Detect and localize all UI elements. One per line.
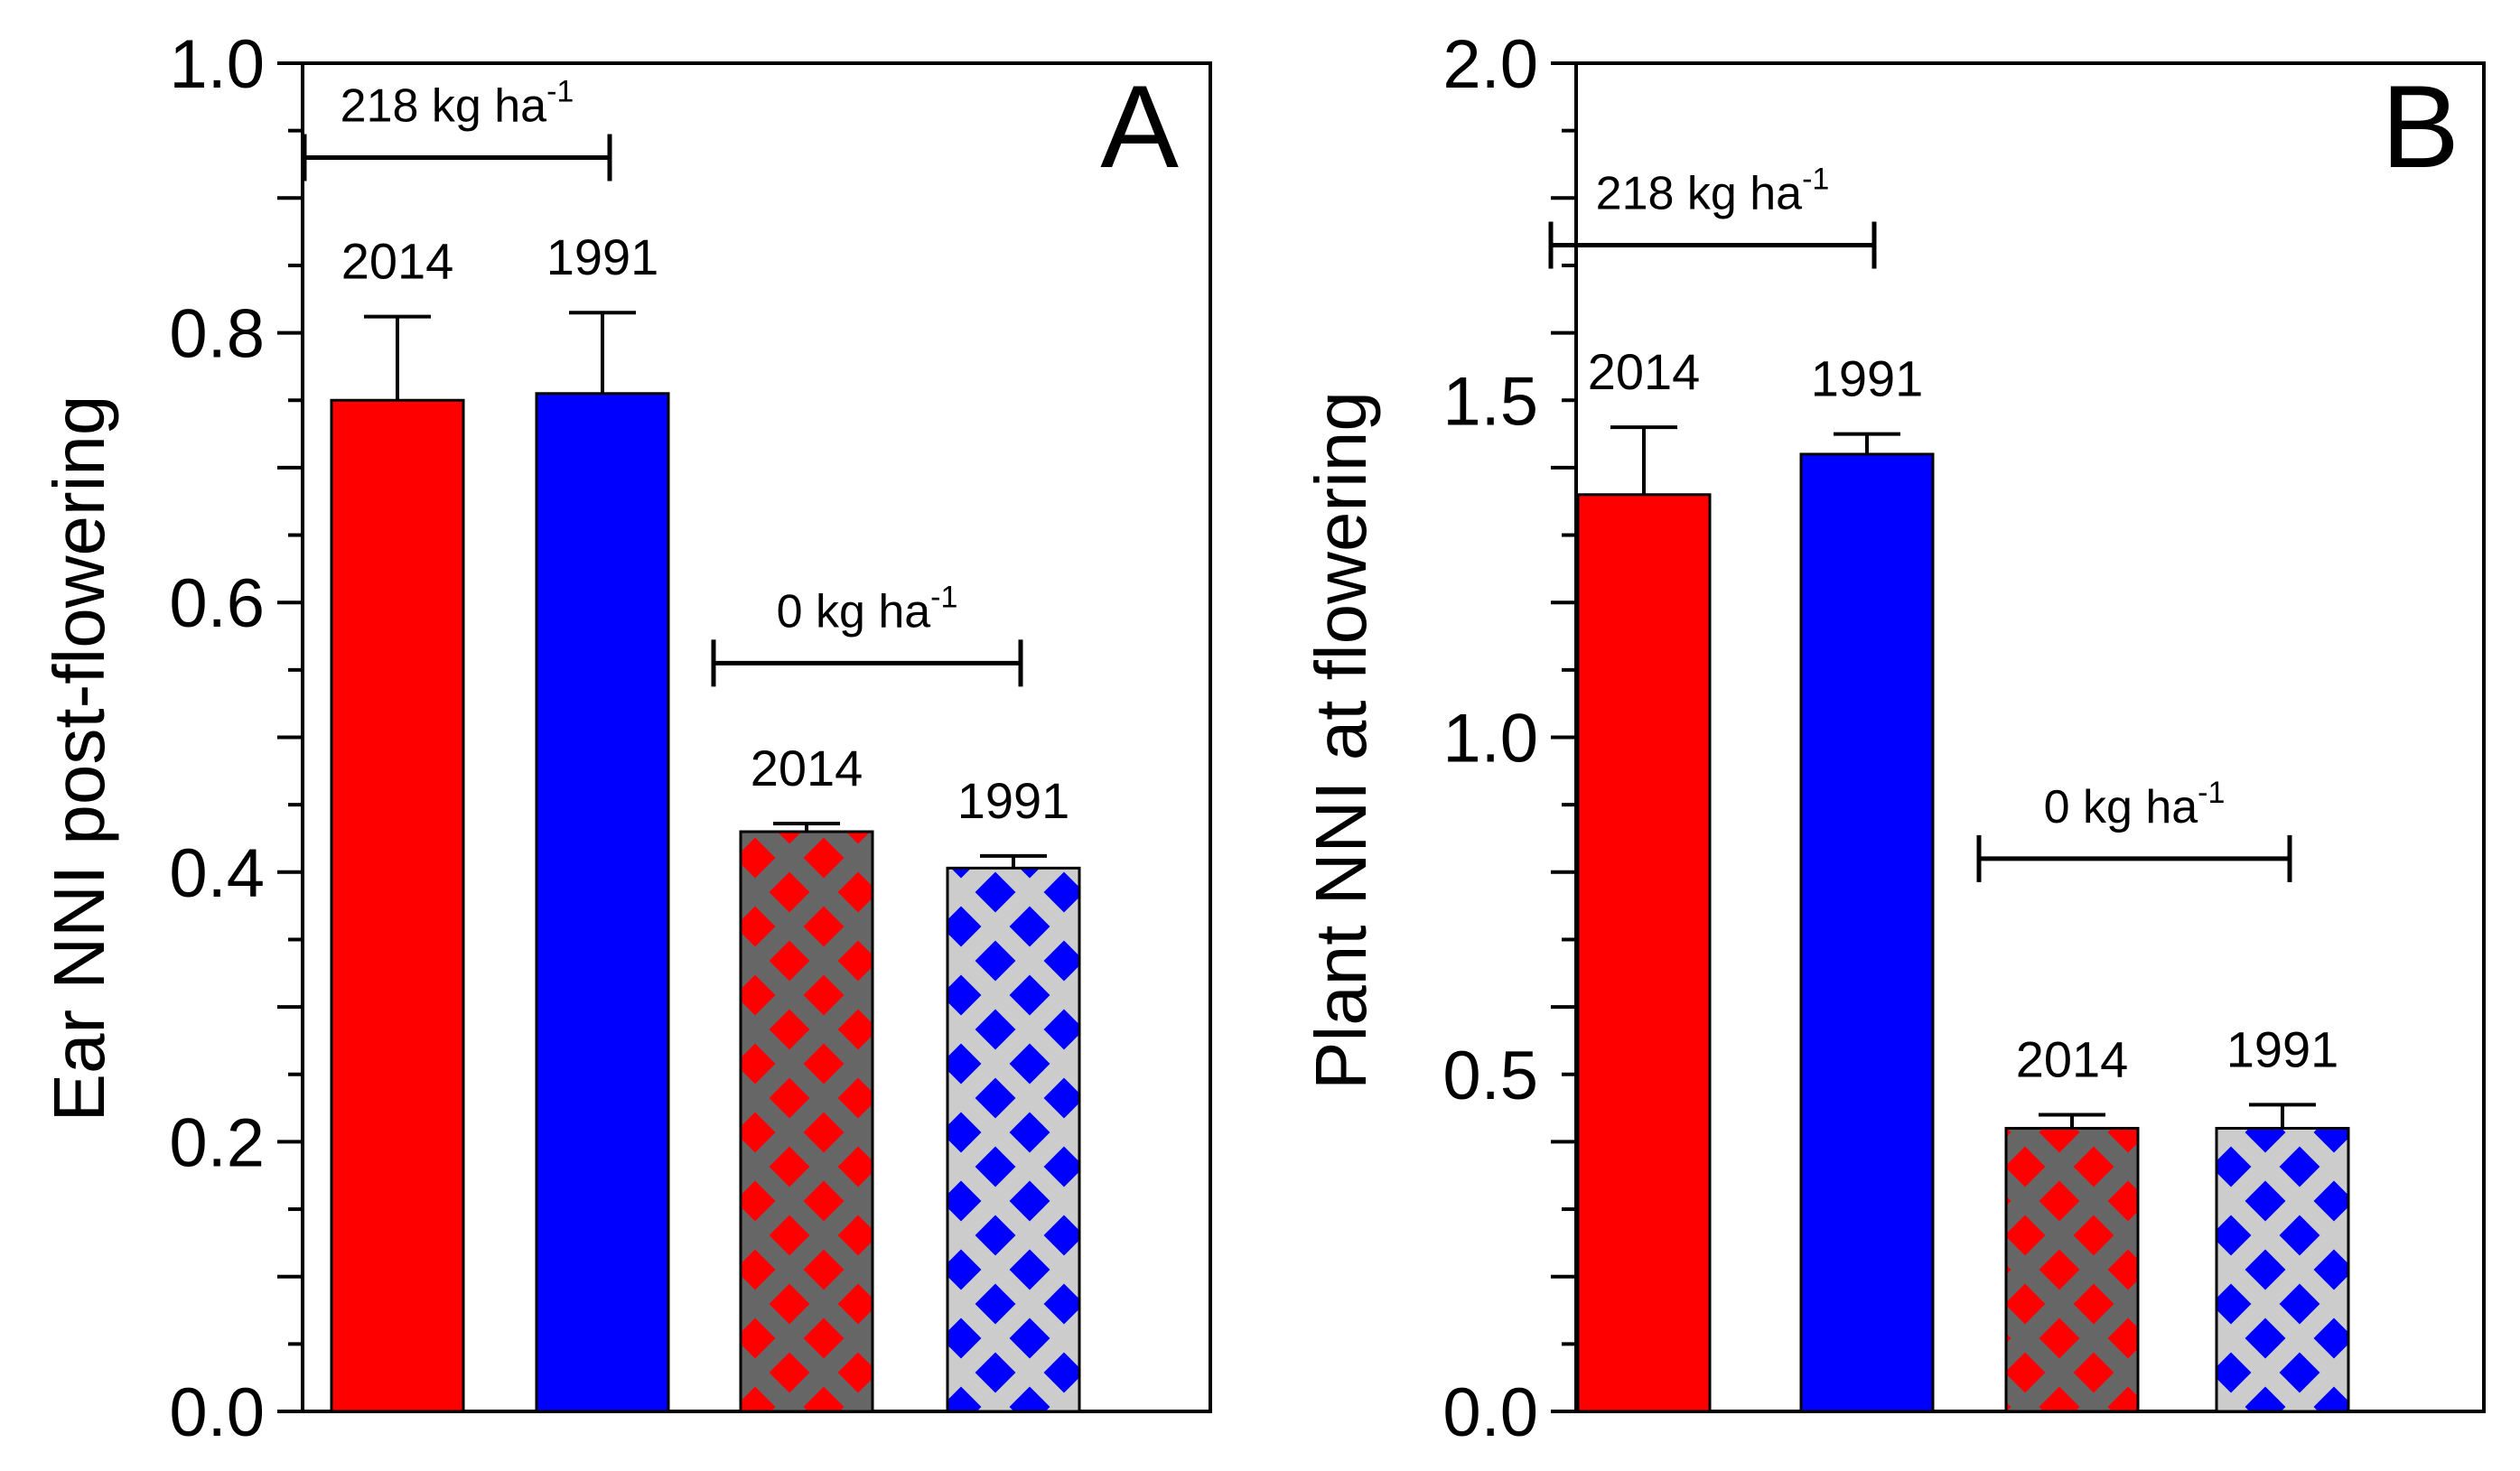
panel-b: B Plant NNI at flowering 0.0 0.5 1.0 1.5 2.0…	[1301, 26, 2486, 1451]
y-ticks: 0.0 0.2 0.4 0.6 0.8 1.0	[169, 26, 303, 1451]
year-label: 1991	[546, 228, 659, 285]
bar-hatch	[2006, 1128, 2138, 1411]
bar-2014-0kg: 2014	[739, 740, 874, 1413]
year-label: 1991	[1811, 350, 1924, 407]
year-label: 2014	[751, 740, 863, 796]
bar-1991-218kg: 1991	[535, 228, 670, 1413]
panel-a: A Ear NNI post-flowering 0.0 0.2 0.4 0.6 0.8…	[39, 26, 1212, 1451]
dose-label: 218 kg ha-1	[341, 75, 574, 133]
dose-label: 218 kg ha-1	[1596, 163, 1830, 220]
bar-2014-218kg: 2014	[1576, 343, 1712, 1413]
bar-hatch	[947, 868, 1079, 1411]
year-label: 1991	[2226, 1020, 2339, 1077]
year-label: 1991	[957, 772, 1070, 829]
y-tick-label: 0.0	[1442, 1374, 1538, 1451]
bar-1991-0kg: 1991	[946, 772, 1081, 1413]
y-tick-label: 2.0	[1442, 26, 1538, 103]
bar-1991-0kg: 1991	[2215, 1020, 2350, 1413]
y-ticks: 0.0 0.5 1.0 1.5 2.0	[1442, 26, 1576, 1451]
bar-2014-218kg: 2014	[330, 233, 465, 1413]
bar-fill	[1578, 494, 1710, 1411]
y-tick-label: 0.4	[169, 835, 265, 912]
y-axis-title: Ear NNI post-flowering	[39, 396, 119, 1122]
bar-hatch	[741, 832, 873, 1411]
dose-label: 0 kg ha-1	[2044, 776, 2226, 833]
bar-fill	[331, 400, 463, 1411]
brackets: 218 kg ha-1 0 kg ha-1	[1548, 163, 2292, 882]
y-tick-label: 0.6	[169, 565, 265, 642]
y-tick-label: 1.0	[1442, 701, 1538, 777]
dose-label: 0 kg ha-1	[777, 580, 958, 638]
y-tick-label: 1.0	[169, 26, 265, 103]
brackets: 218 kg ha-1 0 kg ha-1	[302, 75, 1023, 687]
y-tick-label: 0.2	[169, 1104, 265, 1181]
bars: 2014 1991 2014 1991	[330, 228, 1081, 1413]
y-tick-label: 0.8	[169, 296, 265, 373]
bar-1991-218kg: 1991	[1799, 350, 1935, 1413]
dose-bracket: 218 kg ha-1	[1548, 163, 1877, 269]
bar-2014-0kg: 2014	[2004, 1031, 2140, 1413]
year-label: 2014	[341, 233, 454, 290]
year-label: 2014	[2016, 1031, 2129, 1088]
year-label: 2014	[1588, 343, 1701, 400]
panel-letter: A	[1100, 61, 1179, 192]
dose-bracket: 0 kg ha-1	[1976, 776, 2292, 882]
bar-fill	[1801, 453, 1933, 1412]
y-tick-label: 0.5	[1442, 1038, 1538, 1114]
bars: 2014 1991 2014 1991	[1576, 343, 2350, 1413]
y-tick-label: 0.0	[169, 1374, 265, 1451]
dose-bracket: 0 kg ha-1	[711, 580, 1023, 687]
bar-fill	[537, 393, 668, 1411]
panel-letter: B	[2381, 61, 2459, 192]
bar-hatch	[2217, 1128, 2348, 1411]
dose-bracket: 218 kg ha-1	[302, 75, 612, 182]
y-axis-title: Plant NNI at flowering	[1301, 391, 1381, 1090]
y-tick-label: 1.5	[1442, 363, 1538, 440]
